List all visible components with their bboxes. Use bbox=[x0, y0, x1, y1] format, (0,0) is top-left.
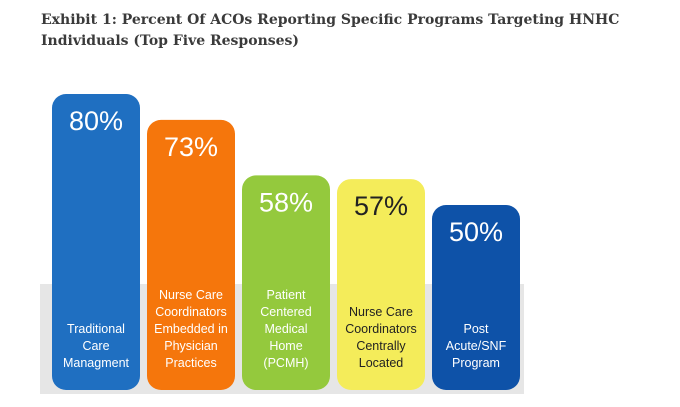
category-label: Patient Centered Medical Home (PCMH) bbox=[260, 288, 311, 370]
chart-title: Exhibit 1: Percent Of ACOs Reporting Spe… bbox=[41, 12, 620, 49]
bar-group: 73% Nurse Care Coordinators Embedded in Phys… bbox=[147, 119, 235, 391]
bar-group: 50% Post Acute/SNF Program bbox=[432, 205, 520, 390]
bar bbox=[52, 94, 140, 390]
category-label: Nurse Care Coordinators Embedded in Physici… bbox=[154, 288, 228, 370]
bar bbox=[147, 119, 235, 391]
bar bbox=[337, 179, 425, 390]
value-label: 58% bbox=[259, 187, 313, 217]
bar-group: 80% Traditional Care Managment bbox=[52, 94, 140, 390]
value-label: 80% bbox=[69, 106, 123, 136]
category-label: Post Acute/SNF Program bbox=[446, 322, 507, 370]
bar bbox=[432, 205, 520, 390]
bar-group: 58% Patient Centered Medical Home (PCMH) bbox=[242, 175, 330, 390]
category-label: Traditional Care Managment bbox=[63, 322, 130, 370]
value-label: 57% bbox=[354, 191, 408, 221]
value-label: 50% bbox=[449, 217, 503, 247]
category-label: Nurse Care Coordinators Centrally Located bbox=[345, 305, 417, 370]
bar-group: 57% Nurse Care Coordinators Centrally Locate… bbox=[337, 179, 425, 390]
value-label: 73% bbox=[164, 132, 218, 162]
bar bbox=[242, 175, 330, 390]
